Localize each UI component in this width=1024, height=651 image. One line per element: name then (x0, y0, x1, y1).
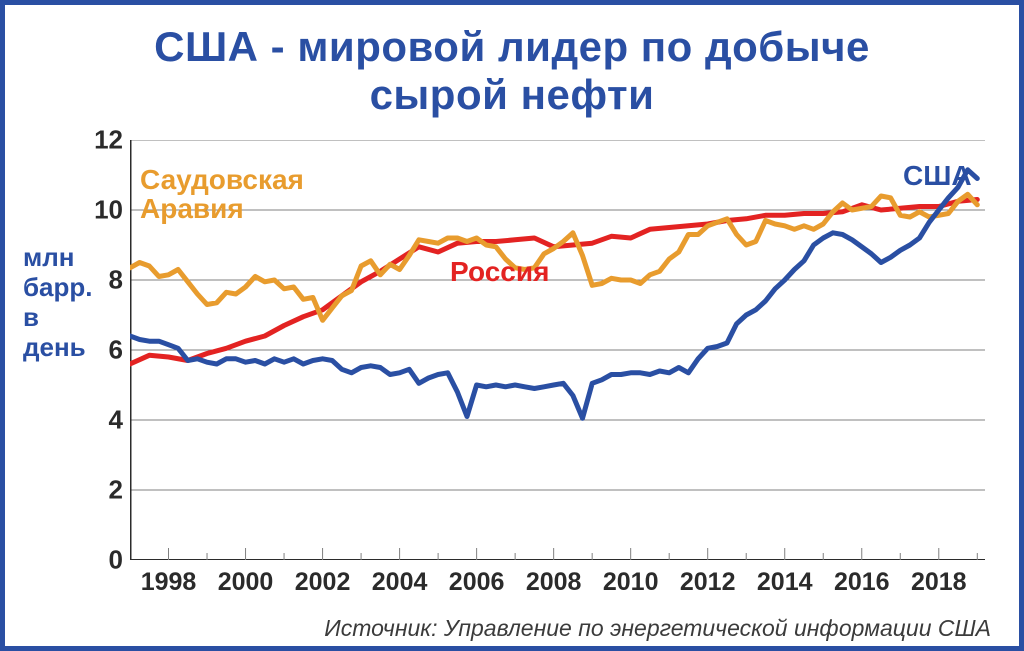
chart-container: США - мировой лидер по добыче сырой нефт… (0, 0, 1024, 651)
x-tick-label: 2008 (526, 568, 582, 597)
series-label-russia: Россия (450, 257, 549, 286)
x-tick-label: 2004 (372, 568, 428, 597)
y-tick-label: 4 (109, 405, 123, 436)
source-attribution: Источник: Управление по энергетической и… (324, 615, 991, 642)
series-label-usa: США (903, 161, 972, 190)
title-line-2: сырой нефти (370, 71, 655, 118)
x-tick-label: 2006 (449, 568, 505, 597)
y-tick-label: 2 (109, 475, 123, 506)
y-tick-label: 10 (94, 195, 123, 226)
series-line-russia (130, 200, 977, 365)
y-axis-title-l1: млн (23, 242, 74, 272)
y-tick-label: 0 (109, 545, 123, 576)
y-tick-label: 12 (94, 125, 123, 156)
y-tick-label: 6 (109, 335, 123, 366)
x-tick-label: 1998 (141, 568, 197, 597)
x-tick-label: 2000 (218, 568, 274, 597)
series-label-saudi: Саудовская Аравия (140, 165, 304, 224)
x-tick-label: 2012 (680, 568, 736, 597)
chart-title: США - мировой лидер по добыче сырой нефт… (5, 23, 1019, 120)
x-tick-label: 2018 (911, 568, 967, 597)
y-axis-title-l3: в день (23, 302, 86, 362)
title-line-1: США - мировой лидер по добыче (154, 23, 870, 70)
x-tick-label: 2016 (834, 568, 890, 597)
y-axis-labels: 024681012 (83, 140, 123, 560)
y-tick-label: 8 (109, 265, 123, 296)
x-tick-label: 2010 (603, 568, 659, 597)
x-tick-label: 2014 (757, 568, 813, 597)
x-tick-label: 2002 (295, 568, 351, 597)
